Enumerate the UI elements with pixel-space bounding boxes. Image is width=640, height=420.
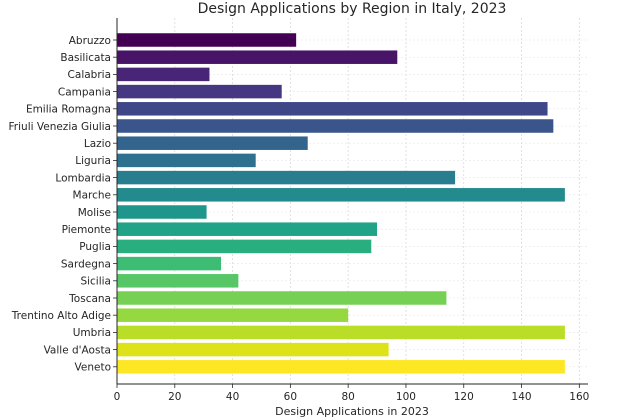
axes	[116, 18, 588, 385]
y-tick-label: Valle d'Aosta	[44, 344, 111, 356]
bar	[117, 67, 210, 82]
bar	[117, 153, 256, 168]
bar	[117, 360, 565, 374]
y-tick-label: Friuli Venezia Giulia	[9, 121, 111, 133]
y-tick-label: Liguria	[75, 155, 111, 167]
x-tick-label: 40	[226, 391, 239, 403]
y-tick-label: Toscana	[68, 293, 111, 305]
x-tick-label: 160	[569, 391, 589, 403]
bar	[117, 308, 349, 322]
y-tick-label: Campania	[58, 86, 111, 98]
bar	[117, 33, 297, 47]
bar	[117, 170, 456, 185]
y-tick-label: Molise	[78, 207, 111, 219]
x-axis-tick-labels: 0 20 40 60 80 100 120 140 160	[114, 384, 589, 403]
bar	[117, 256, 222, 271]
bar	[117, 205, 207, 219]
x-tick-label: 0	[114, 391, 121, 403]
bar	[117, 222, 378, 236]
bar	[117, 239, 372, 254]
y-tick-label: Trentino Alto Adige	[11, 310, 111, 322]
y-tick-label: Abruzzo	[69, 35, 111, 47]
x-axis-label: Design Applications in 2023	[275, 405, 429, 418]
y-axis-tick-labels: Abruzzo Basilicata Calabria Campania Emilia …	[9, 35, 117, 374]
bar	[117, 188, 565, 202]
bar	[117, 84, 282, 99]
y-tick-label: Puglia	[79, 241, 111, 253]
x-tick-label: 100	[396, 391, 416, 403]
y-tick-label: Emilia Romagna	[26, 104, 111, 116]
bar	[117, 342, 389, 357]
y-tick-label: Marche	[73, 190, 111, 202]
y-tick-label: Umbria	[73, 327, 111, 339]
x-tick-label: 120	[454, 391, 474, 403]
x-tick-label: 140	[512, 391, 532, 403]
y-tick-label: Calabria	[68, 69, 111, 81]
y-tick-label: Sardegna	[61, 258, 111, 270]
y-tick-label: Sicilia	[80, 276, 111, 288]
bar	[117, 291, 447, 305]
y-tick-label: Lazio	[84, 138, 111, 150]
bar	[117, 50, 398, 64]
bar	[117, 325, 565, 340]
bar	[117, 119, 554, 133]
bar	[117, 102, 548, 116]
y-tick-label: Veneto	[75, 362, 111, 374]
y-tick-label: Piemonte	[62, 224, 111, 236]
x-tick-label: 80	[341, 391, 354, 403]
x-tick-label: 20	[168, 391, 181, 403]
chart-title: Design Applications by Region in Italy, …	[198, 1, 507, 17]
bars	[117, 33, 565, 374]
x-tick-label: 60	[284, 391, 297, 403]
y-tick-label: Lombardia	[55, 172, 111, 184]
y-tick-label: Basilicata	[60, 52, 111, 64]
bar	[117, 136, 308, 150]
bar	[117, 274, 239, 288]
